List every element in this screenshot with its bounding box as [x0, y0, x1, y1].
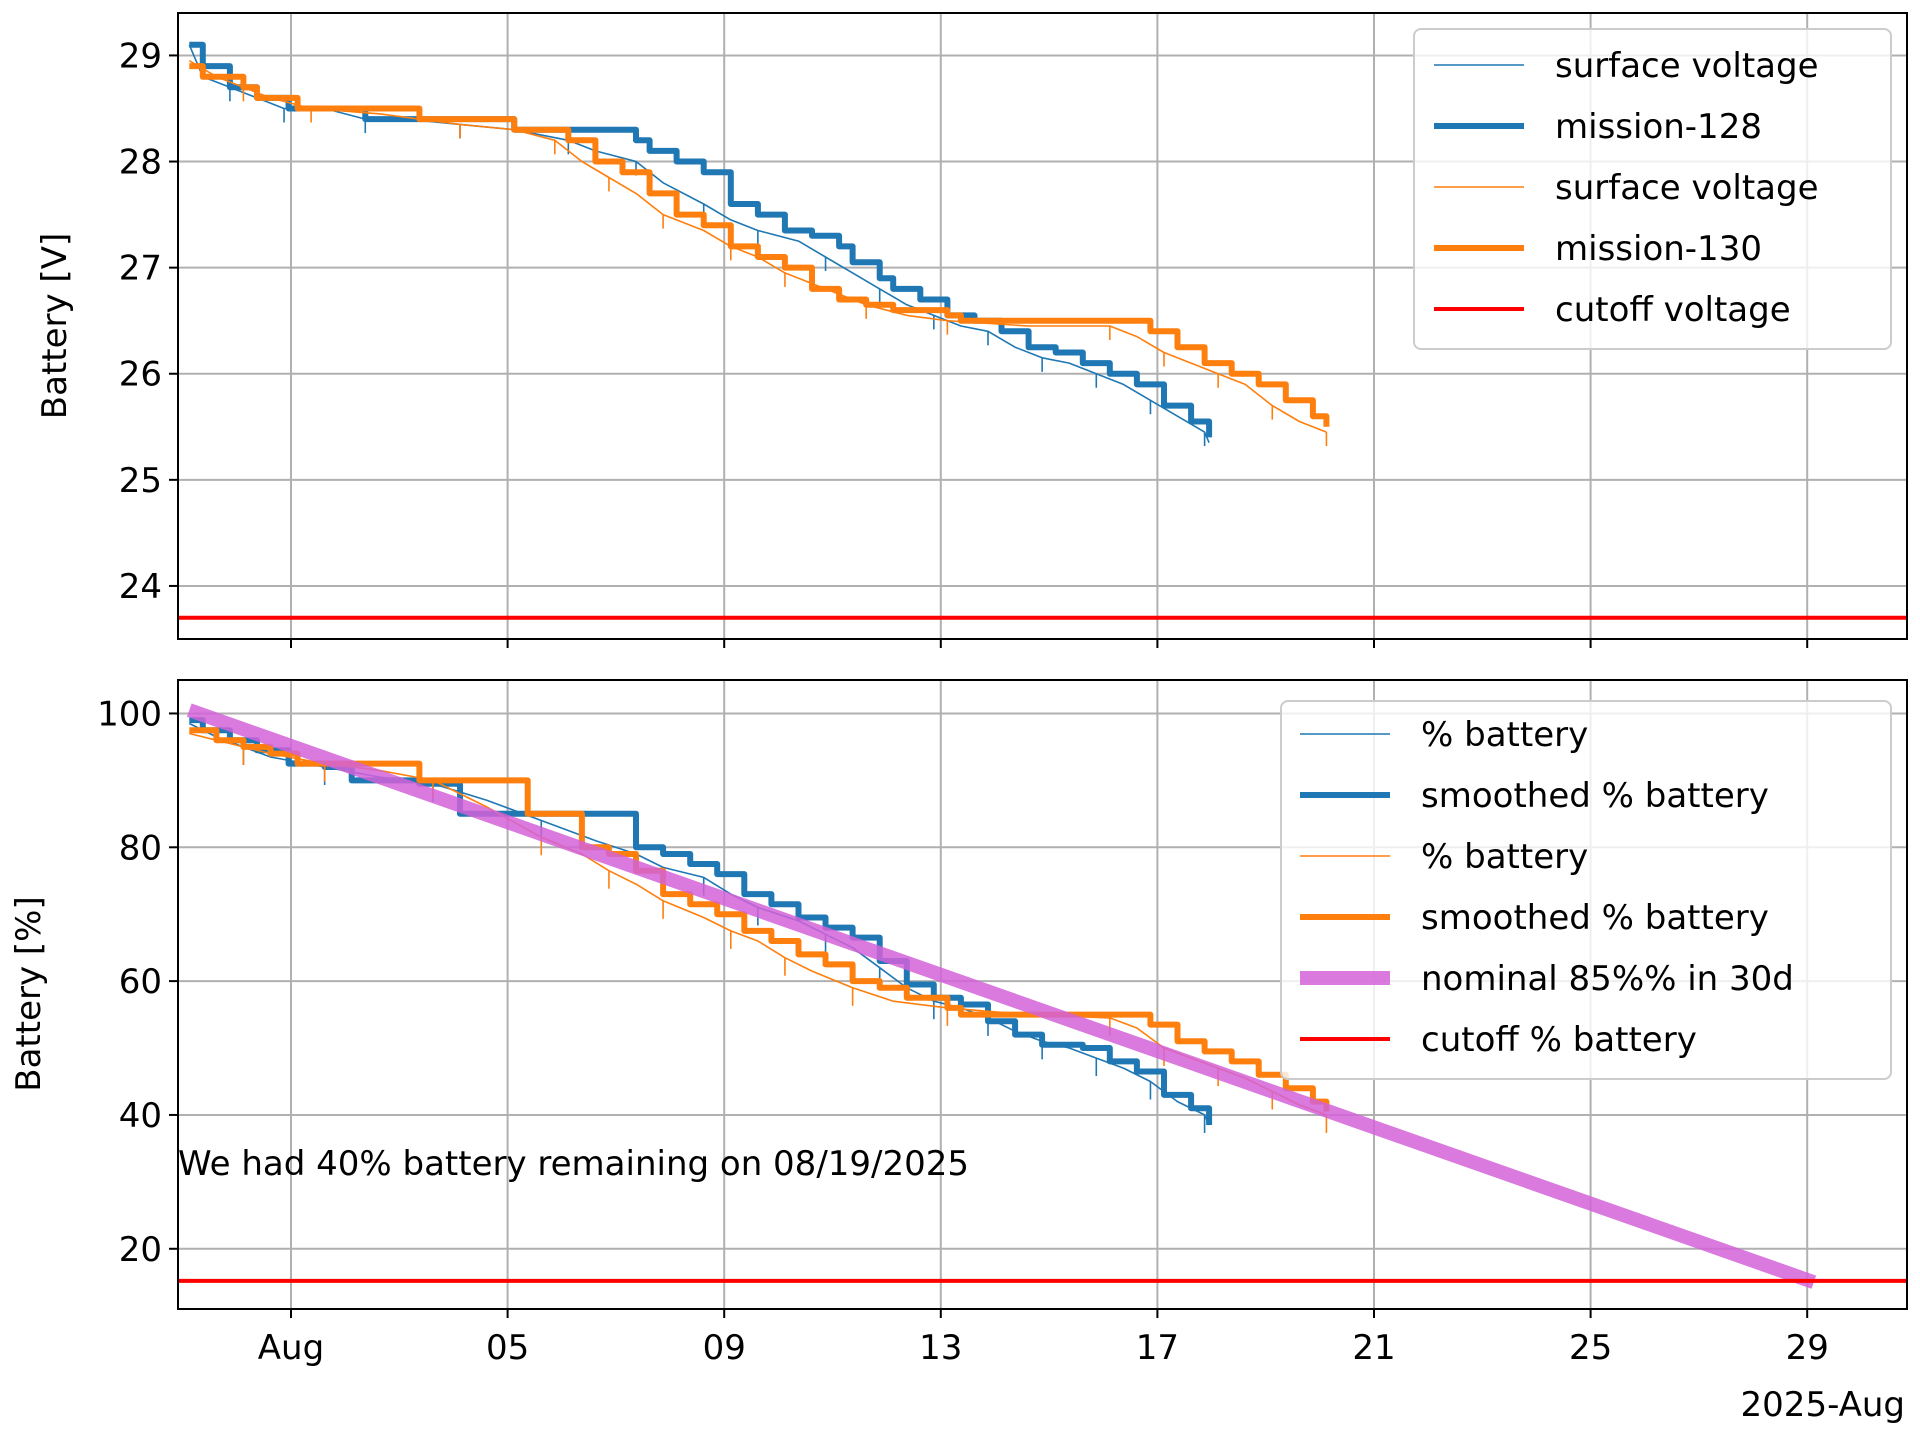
x-tick-label: 09	[703, 1328, 746, 1368]
y-tick-label: 20	[119, 1230, 162, 1270]
legend-label: smoothed % battery	[1421, 776, 1769, 816]
y-tick-label: 29	[119, 36, 162, 76]
voltage-x-ticks	[290, 639, 1809, 648]
series-line-nominal-85-in-30d	[186, 703, 1817, 1289]
legend-label: smoothed % battery	[1421, 898, 1769, 938]
voltage-panel: 24 25 26 27 28 29 Battery [V] surface voltage…	[35, 12, 1908, 648]
percent-series	[178, 703, 1907, 1289]
x-tick-label: 29	[1786, 1328, 1829, 1368]
y-tick-label: 28	[119, 143, 162, 183]
x-tick-label: 25	[1569, 1328, 1612, 1368]
chart-annotation: We had 40% battery remaining on 08/19/20…	[178, 1144, 969, 1184]
x-tick-label: 13	[919, 1328, 962, 1368]
y-tick-label: 60	[119, 962, 162, 1002]
series-line-surface-voltage-128	[188, 44, 1210, 444]
series-line-smoothed-battery-128	[189, 717, 1213, 1125]
legend-label: mission-128	[1555, 107, 1762, 147]
voltage-series	[178, 41, 1907, 620]
percent-axes-frame	[177, 679, 1908, 1310]
legend-label: % battery	[1421, 837, 1588, 877]
x-tick-label: Aug	[258, 1328, 324, 1368]
legend-label: surface voltage	[1555, 168, 1819, 208]
voltage-axes-frame	[177, 12, 1908, 640]
series-line-mission-130	[189, 63, 1330, 427]
percent-legend-entries: % battery smoothed % battery % battery smoo…	[1300, 715, 1794, 1060]
x-tick-label: 17	[1136, 1328, 1179, 1368]
voltage-y-axis-label: Battery [V]	[35, 233, 75, 419]
y-tick-label: 100	[97, 694, 162, 734]
voltage-legend-box	[1413, 28, 1892, 350]
y-tick-label: 80	[119, 828, 162, 868]
legend-label: nominal 85%% in 30d	[1421, 959, 1794, 999]
percent-panel: 20 40 60 80 100 Aug 05 09 13 17 21 25 29 Battery [%…	[9, 679, 1908, 1425]
series-line-mission-128	[189, 41, 1213, 438]
legend-label: surface voltage	[1555, 46, 1819, 86]
y-tick-label: 24	[119, 567, 162, 607]
y-tick-label: 40	[119, 1096, 162, 1136]
legend-label: cutoff % battery	[1421, 1020, 1697, 1060]
legend-label: mission-130	[1555, 229, 1762, 269]
percent-y-axis-label: Battery [%]	[9, 896, 49, 1091]
x-tick-label: 05	[486, 1328, 529, 1368]
x-tick-label: 21	[1352, 1328, 1395, 1368]
percent-legend-box	[1280, 700, 1892, 1080]
x-axis-offset-label: 2025-Aug	[1741, 1385, 1905, 1425]
y-tick-label: 27	[119, 249, 162, 289]
legend-label: % battery	[1421, 715, 1588, 755]
voltage-legend: surface voltage mission-128 surface voltag…	[1413, 28, 1892, 350]
legend-label: cutoff voltage	[1555, 290, 1791, 330]
voltage-y-ticks: 24 25 26 27 28 29	[119, 36, 178, 607]
series-line--battery-128	[188, 722, 1210, 1126]
y-tick-label: 25	[119, 461, 162, 501]
voltage-legend-entries: surface voltage mission-128 surface voltag…	[1434, 46, 1819, 330]
series-line-smoothed-battery-130	[189, 727, 1330, 1112]
percent-legend: % battery smoothed % battery % battery smoo…	[1280, 700, 1892, 1080]
y-tick-label: 26	[119, 355, 162, 395]
percent-y-ticks: 20 40 60 80 100	[97, 694, 178, 1270]
percent-x-ticks: Aug 05 09 13 17 21 25 29	[258, 1309, 1829, 1368]
